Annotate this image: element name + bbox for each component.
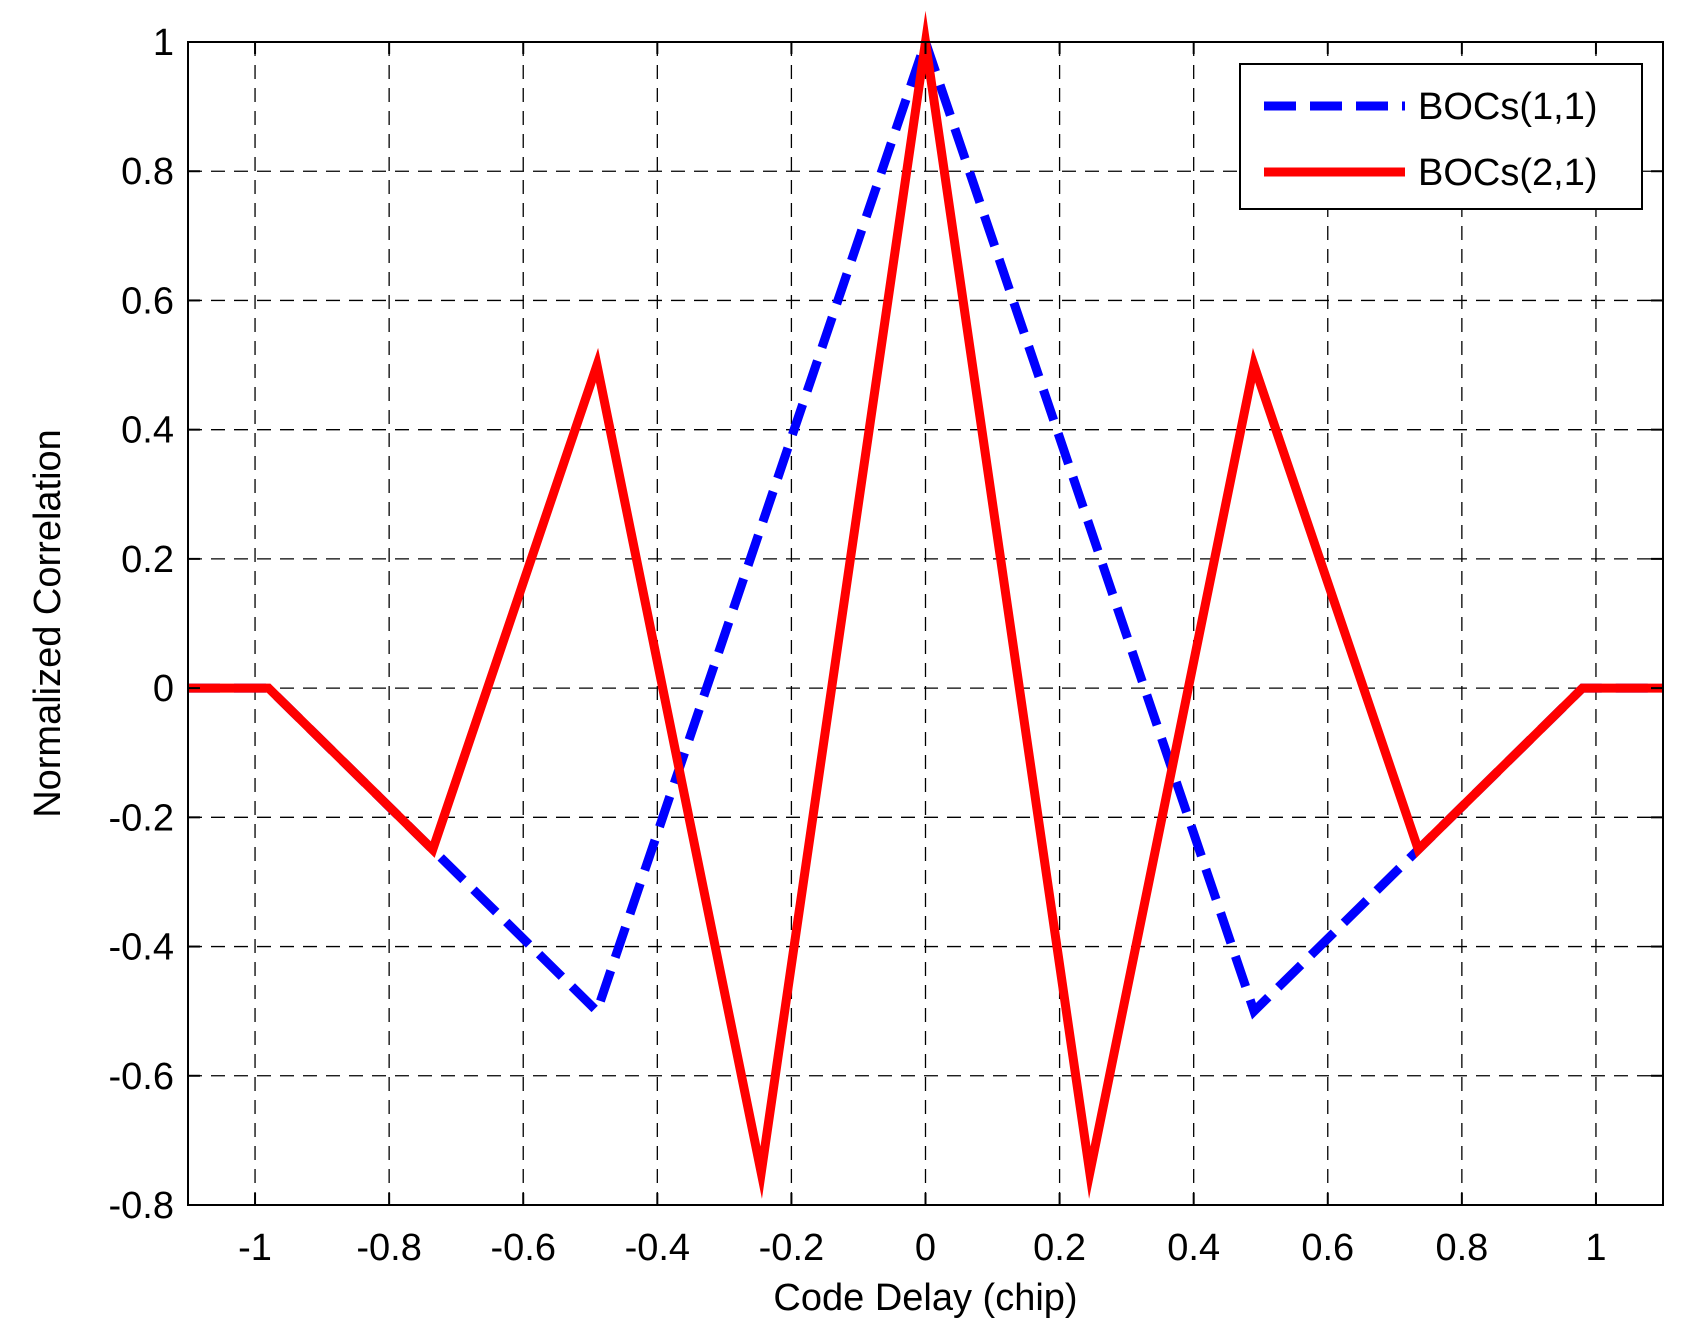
y-tick-label: -0.6 (109, 1056, 174, 1098)
legend-label-bocs-1-1: BOCs(1,1) (1418, 86, 1597, 128)
y-tick-label: 1 (153, 22, 174, 64)
legend: BOCs(1,1) BOCs(2,1) (1239, 63, 1643, 210)
y-tick-label: -0.2 (109, 797, 174, 839)
y-axis-label: Normalized Correlation (27, 429, 69, 818)
x-tick-label: 0.6 (1301, 1227, 1354, 1269)
y-tick-label: 0.2 (121, 539, 174, 581)
x-tick-label: 0.2 (1033, 1227, 1086, 1269)
axis-ticks: -1 -0.8 -0.6 -0.4 -0.2 0 0.2 0.4 0.6 0.8 1 -0.8 -0.6… (109, 22, 1663, 1269)
x-tick-label: 0.8 (1435, 1227, 1488, 1269)
x-tick-label: -0.2 (759, 1227, 824, 1269)
x-axis-label: Code Delay (chip) (773, 1277, 1077, 1319)
x-tick-label: 1 (1585, 1227, 1606, 1269)
grid (188, 41, 1663, 1206)
y-tick-label: 0 (153, 668, 174, 710)
x-tick-label: 0.4 (1167, 1227, 1220, 1269)
y-tick-label: 0.6 (121, 280, 174, 322)
y-tick-label: 0.8 (121, 151, 174, 193)
legend-box (1239, 63, 1643, 210)
x-tick-label: -0.4 (625, 1227, 690, 1269)
legend-label-bocs-2-1: BOCs(2,1) (1418, 152, 1597, 194)
x-tick-label: -0.6 (490, 1227, 555, 1269)
y-tick-label: -0.8 (109, 1185, 174, 1227)
x-tick-label: -1 (238, 1227, 272, 1269)
x-tick-label: 0 (915, 1227, 936, 1269)
y-tick-label: 0.4 (121, 410, 174, 452)
y-tick-label: -0.4 (109, 927, 174, 969)
x-tick-label: -0.8 (356, 1227, 421, 1269)
